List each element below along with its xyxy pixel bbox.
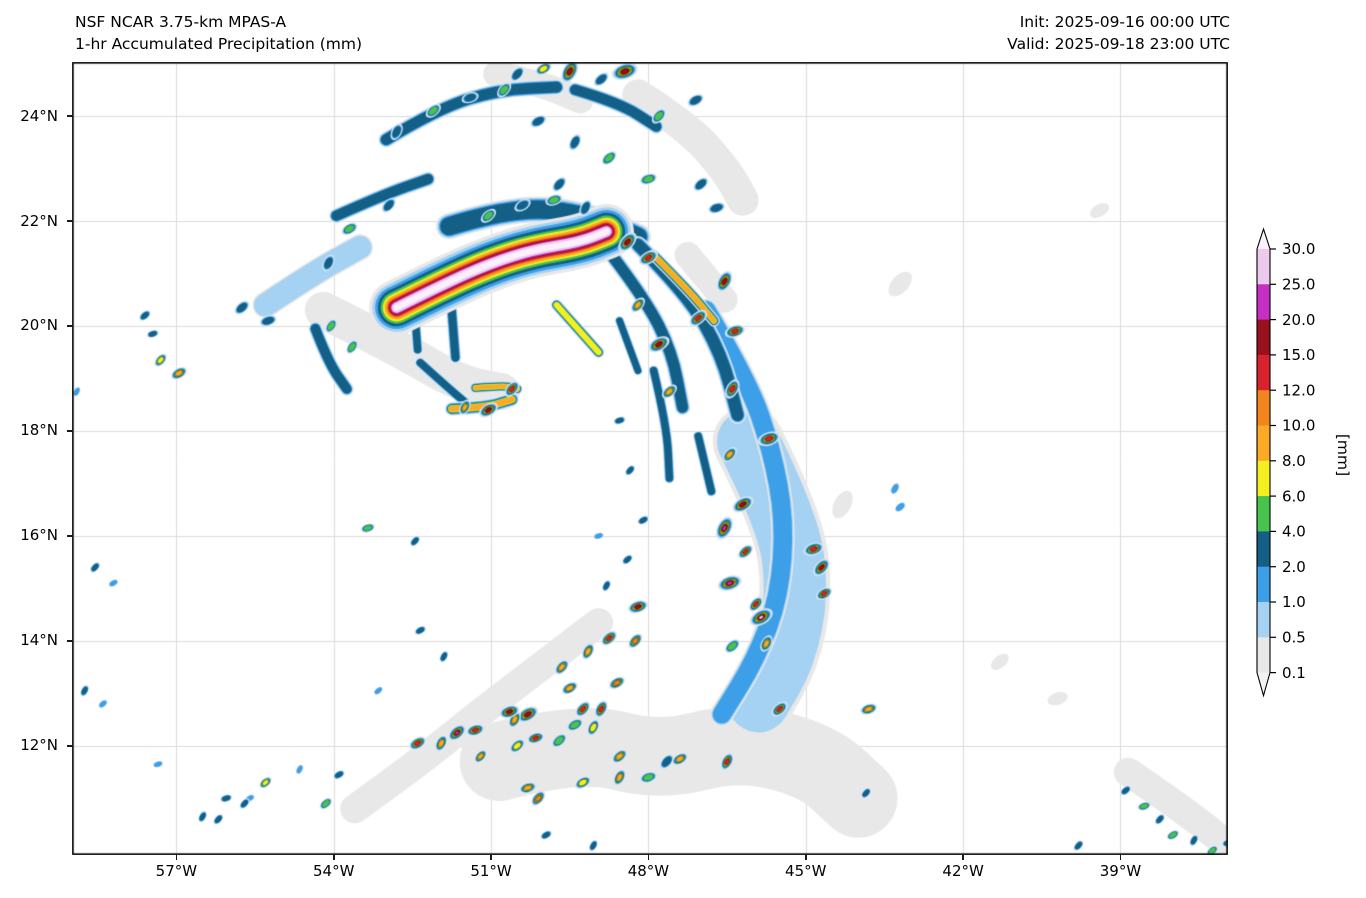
x-tick-mark bbox=[1119, 855, 1122, 860]
y-tick-label: 14°N bbox=[20, 631, 58, 650]
y-tick-label: 18°N bbox=[20, 421, 58, 440]
colorbar-tick-label: 6.0 bbox=[1282, 487, 1306, 505]
y-tick-label: 12°N bbox=[20, 736, 58, 755]
colorbar-tick-label: 8.0 bbox=[1282, 452, 1306, 470]
colorbar-tick-label: 15.0 bbox=[1282, 346, 1315, 364]
colorbar-segment bbox=[1257, 425, 1270, 462]
x-tick-label: 54°W bbox=[313, 862, 355, 880]
x-tick-mark bbox=[647, 855, 650, 860]
y-tick-label: 20°N bbox=[20, 316, 58, 335]
plot-title-block: NSF NCAR 3.75-km MPAS-A 1-hr Accumulated… bbox=[75, 11, 362, 55]
model-title: NSF NCAR 3.75-km MPAS-A bbox=[75, 13, 287, 31]
time-info-block: Init: 2025-09-16 00:00 UTC Valid: 2025-0… bbox=[1007, 11, 1230, 55]
colorbar-segment bbox=[1257, 496, 1270, 532]
x-tick-label: 42°W bbox=[942, 862, 984, 880]
x-tick-mark bbox=[175, 855, 178, 860]
y-tick-label: 24°N bbox=[20, 106, 58, 125]
y-tick-label: 16°N bbox=[20, 526, 58, 545]
init-time-label: Init: 2025-09-16 00:00 UTC bbox=[1019, 13, 1230, 31]
colorbar-tick-label: 12.0 bbox=[1282, 381, 1315, 399]
colorbar-tick-label: 30.0 bbox=[1282, 240, 1315, 258]
y-tick-mark bbox=[67, 430, 72, 432]
colorbar-segment bbox=[1257, 390, 1270, 426]
x-tick-mark bbox=[962, 855, 964, 860]
x-tick-mark bbox=[332, 855, 335, 860]
y-tick-label: 22°N bbox=[20, 211, 58, 230]
precipitation-map-canvas bbox=[72, 62, 1228, 855]
x-tick-label: 39°W bbox=[1099, 862, 1142, 880]
colorbar-tick-label: 20.0 bbox=[1282, 311, 1315, 329]
colorbar-over-arrow bbox=[1257, 229, 1270, 249]
valid-time-label: Valid: 2025-09-18 23:00 UTC bbox=[1007, 35, 1230, 53]
colorbar-segment bbox=[1257, 531, 1270, 568]
colorbar-segment bbox=[1257, 284, 1270, 320]
y-tick-mark bbox=[67, 325, 72, 327]
colorbar-tick-label: 0.5 bbox=[1282, 629, 1306, 647]
x-tick-label: 57°W bbox=[155, 862, 198, 880]
colorbar-under-arrow bbox=[1257, 672, 1270, 696]
y-tick-mark bbox=[67, 115, 72, 117]
colorbar-svg: 30.0 25.0 20.0 15.0 12.0 10.0 8.0 6.0 4.0 2.0 1.0 0… bbox=[1256, 227, 1352, 698]
variable-title: 1-hr Accumulated Precipitation (mm) bbox=[75, 35, 362, 53]
x-tick-mark bbox=[490, 855, 492, 860]
colorbar-tick-label: 1.0 bbox=[1282, 593, 1306, 611]
colorbar-segment bbox=[1257, 354, 1270, 391]
colorbar-units-label: [mm] bbox=[1334, 434, 1352, 476]
y-tick-mark bbox=[67, 640, 72, 642]
colorbar-segment bbox=[1257, 249, 1270, 285]
y-tick-mark bbox=[67, 745, 72, 747]
x-tick-mark bbox=[804, 855, 807, 860]
colorbar-tick-label: 10.0 bbox=[1282, 417, 1315, 435]
colorbar-segment bbox=[1257, 566, 1270, 603]
colorbar-tick-label: 2.0 bbox=[1282, 558, 1306, 576]
y-tick-mark bbox=[67, 535, 72, 537]
x-tick-label: 51°W bbox=[470, 862, 512, 880]
colorbar-tick-label: 0.1 bbox=[1282, 664, 1306, 682]
colorbar-tick-label: 4.0 bbox=[1282, 523, 1306, 541]
colorbar-segment bbox=[1257, 319, 1270, 356]
x-tick-label: 48°W bbox=[627, 862, 670, 880]
colorbar-tick-label: 25.0 bbox=[1282, 276, 1315, 294]
colorbar-segment bbox=[1257, 602, 1270, 638]
map-plot-area bbox=[72, 62, 1228, 855]
precipitation-colorbar: 30.0 25.0 20.0 15.0 12.0 10.0 8.0 6.0 4.0 2.0 1.0 0… bbox=[1240, 212, 1366, 712]
colorbar-segment bbox=[1257, 637, 1270, 673]
colorbar-segment bbox=[1257, 460, 1270, 497]
y-tick-mark bbox=[67, 220, 72, 222]
x-tick-label: 45°W bbox=[785, 862, 827, 880]
